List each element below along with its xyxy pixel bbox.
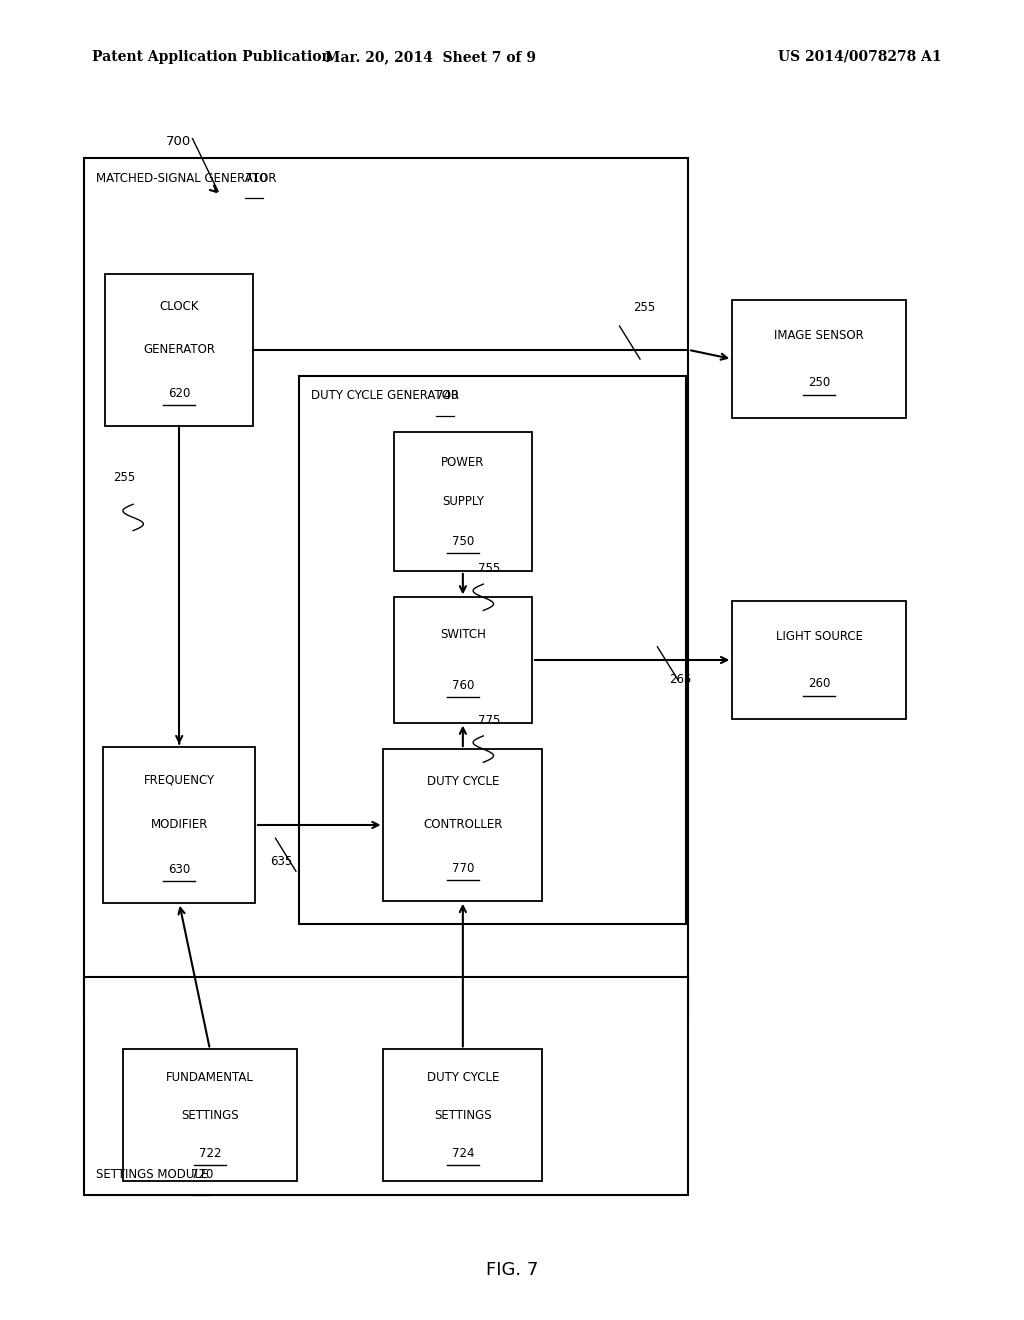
- Text: SETTINGS MODULE: SETTINGS MODULE: [96, 1168, 212, 1181]
- Text: DUTY CYCLE: DUTY CYCLE: [427, 1072, 499, 1084]
- Text: 722: 722: [199, 1147, 221, 1159]
- Text: US 2014/0078278 A1: US 2014/0078278 A1: [778, 50, 942, 63]
- Text: 740: 740: [436, 389, 459, 403]
- Text: 755: 755: [478, 562, 501, 574]
- Text: 620: 620: [168, 387, 190, 400]
- Bar: [383, 750, 543, 900]
- Text: 724: 724: [452, 1147, 474, 1159]
- Text: Mar. 20, 2014  Sheet 7 of 9: Mar. 20, 2014 Sheet 7 of 9: [325, 50, 536, 63]
- Text: 750: 750: [452, 535, 474, 548]
- Text: 250: 250: [808, 376, 830, 389]
- Text: FIG. 7: FIG. 7: [485, 1261, 539, 1279]
- Bar: [84, 158, 688, 1016]
- Text: 720: 720: [191, 1168, 214, 1181]
- Text: 260: 260: [808, 677, 830, 690]
- Text: FUNDAMENTAL: FUNDAMENTAL: [166, 1072, 254, 1084]
- Text: 760: 760: [452, 678, 474, 692]
- Text: LIGHT SOURCE: LIGHT SOURCE: [776, 630, 862, 643]
- Text: 770: 770: [452, 862, 474, 875]
- Text: Patent Application Publication: Patent Application Publication: [92, 50, 332, 63]
- Text: 635: 635: [270, 855, 293, 869]
- Bar: [393, 433, 532, 570]
- Bar: [732, 300, 906, 418]
- Text: CONTROLLER: CONTROLLER: [423, 818, 503, 832]
- Text: SETTINGS: SETTINGS: [434, 1109, 492, 1122]
- Bar: [104, 275, 254, 425]
- Text: 700: 700: [166, 135, 191, 148]
- Text: 265: 265: [669, 673, 691, 686]
- Text: 710: 710: [245, 172, 267, 185]
- Text: POWER: POWER: [441, 455, 484, 469]
- Bar: [393, 597, 532, 722]
- Bar: [299, 376, 686, 924]
- Text: GENERATOR: GENERATOR: [143, 343, 215, 356]
- Text: FREQUENCY: FREQUENCY: [143, 774, 215, 787]
- Text: 255: 255: [633, 301, 655, 314]
- Text: SETTINGS: SETTINGS: [181, 1109, 239, 1122]
- Text: IMAGE SENSOR: IMAGE SENSOR: [774, 329, 864, 342]
- Text: 775: 775: [478, 714, 501, 726]
- Text: SUPPLY: SUPPLY: [441, 495, 484, 508]
- Text: 255: 255: [113, 471, 135, 484]
- Bar: [84, 977, 688, 1195]
- Text: DUTY CYCLE: DUTY CYCLE: [427, 775, 499, 788]
- Bar: [123, 1049, 297, 1181]
- Text: CLOCK: CLOCK: [160, 300, 199, 313]
- Text: MODIFIER: MODIFIER: [151, 818, 208, 832]
- Text: SWITCH: SWITCH: [440, 628, 485, 642]
- Text: 630: 630: [168, 863, 190, 876]
- Text: MATCHED-SIGNAL GENERATOR: MATCHED-SIGNAL GENERATOR: [96, 172, 281, 185]
- Text: DUTY CYCLE GENERATOR: DUTY CYCLE GENERATOR: [311, 389, 463, 403]
- Bar: [103, 747, 255, 903]
- Bar: [383, 1049, 543, 1181]
- Bar: [732, 601, 906, 719]
